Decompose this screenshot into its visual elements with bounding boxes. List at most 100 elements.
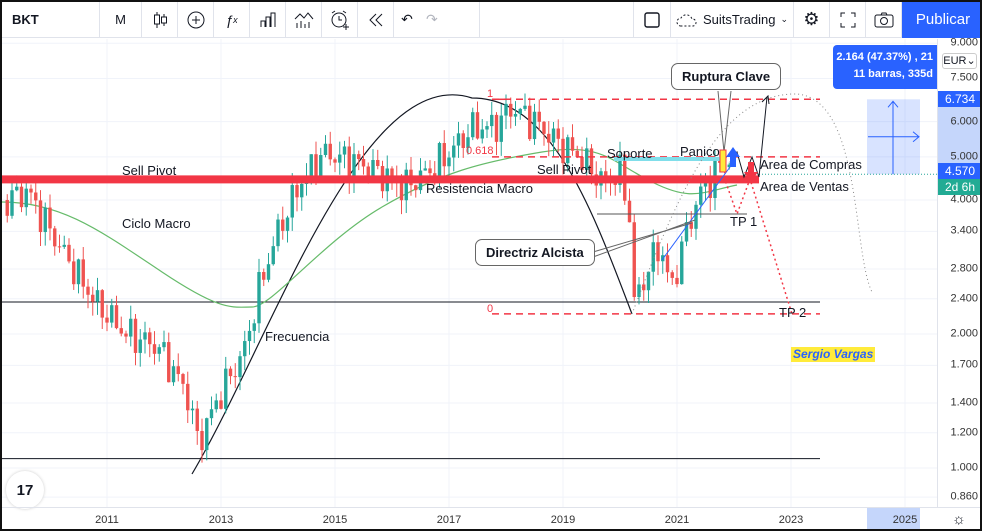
candle [428, 160, 432, 178]
candle [561, 127, 565, 175]
bar-chart-icon[interactable] [250, 2, 286, 38]
axis-settings-icon[interactable]: ☼ [952, 511, 966, 528]
candle-body [494, 114, 499, 142]
candle [708, 165, 712, 212]
candle [67, 238, 71, 264]
candle-body [390, 168, 394, 178]
publish-button[interactable]: Publicar [902, 2, 980, 38]
candle-body [148, 332, 152, 345]
price-range-highlight [938, 99, 980, 175]
candle-body [48, 207, 52, 229]
camera-icon[interactable] [866, 2, 902, 38]
candle-body [618, 154, 622, 185]
undo-button[interactable]: ↶ [401, 11, 413, 27]
tradingview-logo[interactable]: 17 [6, 471, 44, 509]
candle-body [285, 217, 290, 231]
candle-body [651, 242, 655, 272]
candle-body [437, 143, 442, 178]
candles-icon[interactable] [142, 2, 178, 38]
candle [276, 213, 280, 252]
candle-body [642, 284, 646, 291]
fullscreen-icon[interactable] [830, 2, 866, 38]
candle-body [105, 317, 109, 323]
currency-label: EUR [943, 55, 967, 67]
candle [233, 363, 237, 389]
candle-body [271, 246, 275, 265]
candle [91, 286, 95, 316]
candle [665, 243, 670, 283]
price-tick-label: 3.400 [950, 224, 978, 237]
layout-square-icon[interactable] [633, 2, 671, 38]
candle-body [281, 219, 285, 231]
candle-body [665, 255, 670, 273]
replay-icon[interactable] [358, 2, 394, 38]
price-axis[interactable]: 9.000 7.500 6.000 5.000 4.000 3.400 2.800 2.400… [937, 37, 980, 507]
candle-body [143, 332, 147, 340]
candle [352, 143, 356, 194]
price-tick-label: 2.400 [950, 292, 978, 305]
sell-pivot-zone [2, 175, 759, 184]
candle-body [675, 277, 679, 285]
candle-body [551, 128, 556, 143]
candle [627, 188, 632, 223]
candle-body [509, 103, 513, 117]
time-tick-label: 2025 [892, 514, 918, 526]
candle-body [338, 154, 342, 163]
candle [257, 258, 261, 333]
area-compras-label: Area de Compras [760, 157, 862, 172]
price-tick-label: 4.000 [950, 193, 978, 206]
candle-body [361, 159, 366, 167]
currency-select[interactable]: EUR⌄ [942, 53, 977, 69]
chart-pane[interactable]: Sell Pivot Sell Pivot Ciclo Macro Frecue… [2, 39, 937, 509]
alert-clock-icon[interactable] [322, 2, 358, 38]
candle [466, 124, 470, 155]
candle-body [561, 138, 565, 164]
candle-body [233, 376, 237, 378]
candle [162, 330, 166, 352]
candle-body [433, 173, 437, 178]
candle [200, 418, 204, 463]
candle [62, 235, 66, 249]
time-tick-label: 2013 [208, 514, 234, 526]
symbol-search[interactable]: BKT [2, 2, 100, 38]
redo-button[interactable]: ↷ [420, 2, 480, 38]
candle-body [29, 188, 33, 193]
candle-body [613, 182, 617, 185]
settings-gear-icon[interactable]: ⚙ [794, 2, 830, 38]
candle [575, 145, 579, 159]
price-badge-target: 6.734 [938, 91, 980, 107]
candle-body [114, 305, 119, 329]
candle [480, 119, 484, 144]
candle-body [181, 374, 185, 384]
indicators-icon[interactable] [286, 2, 322, 38]
tp1-label: TP 1 [730, 214, 758, 229]
ruptura-clave-callout: Ruptura Clave [671, 63, 782, 90]
candle [181, 372, 185, 395]
candle-body [699, 186, 703, 205]
chart-canvas[interactable] [2, 39, 937, 507]
candle-body [200, 431, 204, 451]
time-tick-label: 2023 [778, 514, 804, 526]
measure-change: 2.164 (47.37%) , 21 [836, 51, 933, 63]
candle [342, 140, 347, 169]
candle-body [214, 400, 218, 410]
candle-body [319, 155, 323, 180]
tp-projection-dotted [723, 176, 793, 315]
candle [19, 183, 24, 213]
candle [262, 268, 266, 287]
candle [53, 225, 57, 256]
candle [661, 246, 665, 274]
candle [570, 124, 575, 156]
candle-body [138, 339, 142, 353]
candle [518, 107, 522, 120]
interval-button[interactable]: M [100, 2, 142, 38]
layout-name-button[interactable]: SuitsTrading ⌄ [671, 2, 794, 38]
ciclo-macro-label: Ciclo Macro [122, 216, 191, 231]
candle-body [570, 137, 575, 151]
candle-body [209, 409, 214, 419]
time-axis[interactable]: ☼ 2011 2013 2015 2017 2019 2021 2023 2025 [2, 507, 980, 529]
add-indicator-icon[interactable] [178, 2, 214, 38]
sell-pivot-label: Sell Pivot [122, 163, 177, 178]
